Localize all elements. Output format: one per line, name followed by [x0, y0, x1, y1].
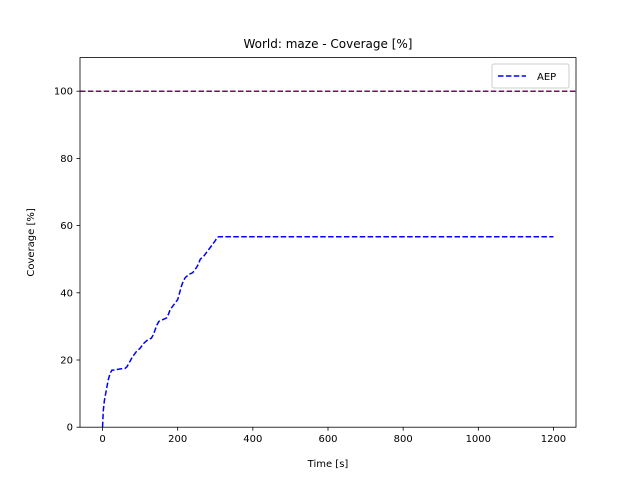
x-tick-label: 400 [243, 434, 262, 445]
x-axis-label: Time [s] [307, 459, 349, 470]
x-tick-label: 800 [394, 434, 413, 445]
series-line-aep [101, 235, 554, 428]
y-tick-label: 0 [67, 423, 73, 434]
x-axis-ticks: 0 200 400 600 800 1000 1200 [99, 427, 566, 445]
x-tick-label: 600 [318, 434, 337, 445]
chart-title: World: maze - Coverage [%] [243, 37, 412, 51]
legend-label-aep: AEP [537, 72, 556, 83]
y-tick-label: 100 [54, 87, 73, 98]
y-tick-label: 20 [60, 356, 73, 367]
x-tick-label: 200 [168, 434, 187, 445]
legend-box [491, 63, 570, 89]
x-tick-label: 1200 [541, 434, 566, 445]
plot-area [79, 57, 577, 428]
y-axis-label: Coverage [%] [26, 208, 37, 276]
y-tick-label: 40 [60, 288, 73, 299]
legend: AEP [491, 63, 570, 89]
y-tick-label: 80 [60, 154, 73, 165]
plot-background [80, 57, 576, 428]
y-tick-label: 60 [60, 221, 73, 232]
x-tick-label: 0 [99, 434, 105, 445]
y-axis-ticks: 0 20 40 60 80 100 [54, 87, 80, 434]
x-tick-label: 1000 [466, 434, 491, 445]
